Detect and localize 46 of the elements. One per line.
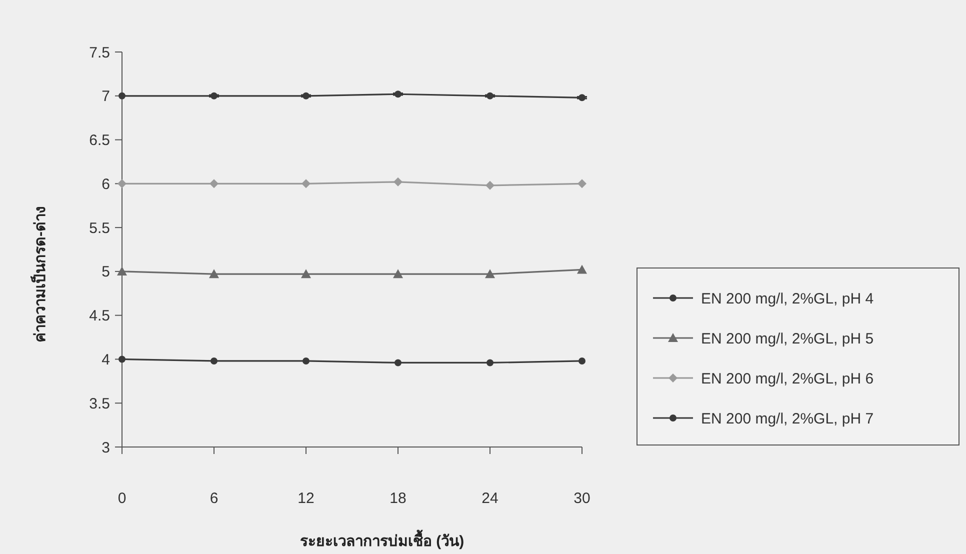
x-tick-label: 12 bbox=[298, 490, 314, 507]
point bbox=[210, 357, 218, 364]
x-axis-title: ระยะเวลาการบ่มเชื้อ (วัน) bbox=[300, 529, 464, 550]
y-axis-title: ค่าความเป็นกรด-ด่าง bbox=[30, 206, 49, 342]
x-tick-label: 30 bbox=[574, 490, 590, 507]
point bbox=[578, 179, 586, 188]
x-tick-label: 18 bbox=[390, 490, 406, 507]
point bbox=[301, 269, 311, 278]
point bbox=[118, 179, 126, 188]
point bbox=[486, 92, 494, 100]
x-tick-label: 6 bbox=[210, 490, 218, 507]
y-tick-label: 3.5 bbox=[89, 395, 110, 412]
point bbox=[118, 92, 126, 100]
point bbox=[394, 177, 402, 186]
point bbox=[302, 357, 310, 364]
x-tick-label: 0 bbox=[118, 490, 126, 507]
y-tick-label: 6 bbox=[102, 176, 110, 193]
y-tick-label: 4 bbox=[102, 351, 110, 368]
point bbox=[210, 92, 218, 100]
point bbox=[302, 92, 310, 100]
point bbox=[578, 94, 586, 102]
y-tick-label: 5 bbox=[102, 264, 110, 281]
point bbox=[118, 356, 126, 363]
point bbox=[209, 269, 219, 278]
point bbox=[117, 266, 127, 276]
y-tick-label: 4.5 bbox=[89, 308, 110, 325]
point bbox=[302, 179, 310, 188]
legend-label: EN 200 mg/l, 2%GL, pH 4 bbox=[701, 290, 874, 308]
point bbox=[394, 90, 402, 98]
legend-label: EN 200 mg/l, 2%GL, pH 7 bbox=[701, 410, 874, 428]
legend-label: EN 200 mg/l, 2%GL, pH 5 bbox=[701, 330, 874, 348]
x-tick-label: 24 bbox=[482, 490, 498, 507]
point bbox=[393, 269, 403, 278]
point bbox=[210, 179, 218, 188]
legend-label: EN 200 mg/l, 2%GL, pH 6 bbox=[701, 370, 874, 388]
point bbox=[486, 359, 494, 366]
point bbox=[486, 180, 494, 190]
y-tick-label: 5.5 bbox=[89, 220, 110, 237]
y-tick-label: 7 bbox=[102, 88, 110, 106]
y-tick-label: 3 bbox=[102, 439, 110, 456]
point bbox=[394, 359, 402, 366]
y-tick-label: 6.5 bbox=[89, 132, 110, 150]
point bbox=[577, 264, 587, 274]
point bbox=[578, 357, 586, 364]
y-tick-label: 7.5 bbox=[89, 44, 110, 62]
point bbox=[485, 269, 495, 278]
